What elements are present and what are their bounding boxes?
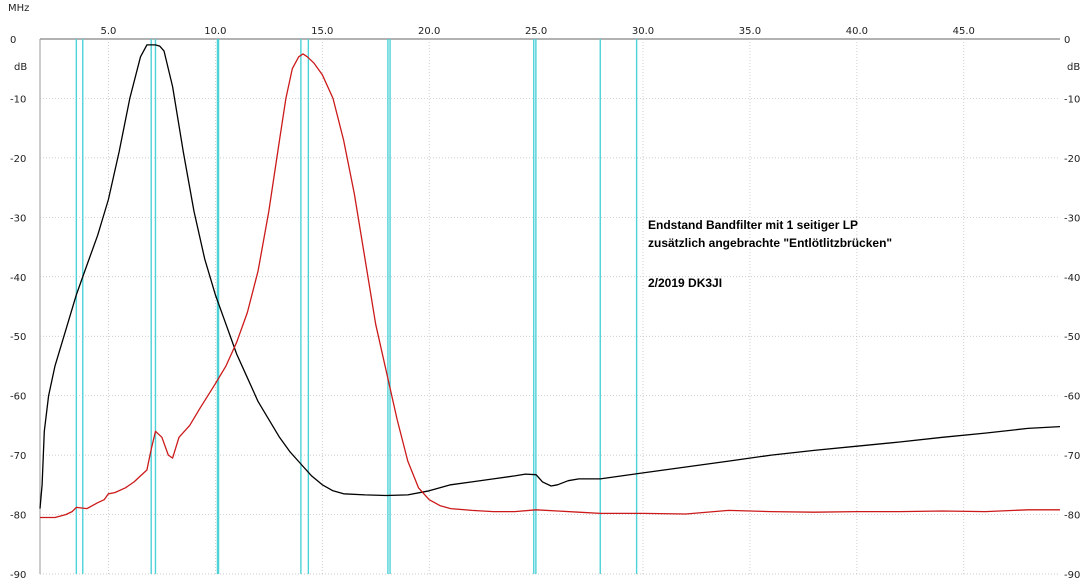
y-tick-label-right-1: -10 <box>1064 94 1080 105</box>
x-tick-label-7: 40.0 <box>846 26 868 37</box>
y-tick-label-right-7: -70 <box>1064 451 1080 462</box>
trace-series <box>39 44 1061 519</box>
x-tick-label-4: 25.0 <box>525 26 547 37</box>
x-tick-label-2: 15.0 <box>311 26 333 37</box>
y-tick-label-left-6: -60 <box>10 392 26 403</box>
annotation-line-3: 2/2019 DK3JI <box>648 276 722 290</box>
y-tick-label-right-5: -50 <box>1064 332 1080 343</box>
y-tick-label-right-8: -80 <box>1064 511 1080 522</box>
y-tick-label-right-4: -40 <box>1064 273 1080 284</box>
annotation: Endstand Bandfilter mit 1 seitiger LP zu… <box>648 218 892 290</box>
y-tick-label-left-5: -50 <box>10 332 26 343</box>
y-tick-label-right-2: -20 <box>1064 154 1080 165</box>
x-tick-label-8: 45.0 <box>953 26 975 37</box>
y-tick-label-left-9: -90 <box>10 570 26 581</box>
y-unit-label-left: dB <box>14 62 27 73</box>
x-unit-label: MHz <box>8 3 29 14</box>
y-tick-label-right-6: -60 <box>1064 392 1080 403</box>
y-unit-label-right: dB <box>1067 62 1080 73</box>
band-markers <box>75 39 638 574</box>
plot-frame <box>39 38 1060 574</box>
x-tick-label-1: 10.0 <box>204 26 226 37</box>
y-tick-label-right-9: -90 <box>1064 570 1080 581</box>
annotation-line-1: Endstand Bandfilter mit 1 seitiger LP <box>648 218 858 232</box>
grid-lines <box>40 39 1060 575</box>
x-tick-labels: 5.0 10.0 15.0 20.0 25.0 30.0 35.0 40.0 45.0 <box>100 26 974 37</box>
y-tick-label-left-1: -10 <box>10 94 26 105</box>
x-tick-label-5: 30.0 <box>632 26 654 37</box>
series-line-0 <box>39 44 1061 509</box>
y-tick-label-right-0: 0 <box>1064 35 1070 46</box>
y-tick-label-left-2: -20 <box>10 154 26 165</box>
y-tick-label-right-3: -30 <box>1064 213 1080 224</box>
y-tick-label-left-7: -70 <box>10 451 26 462</box>
y-tick-label-left-0: 0 <box>10 35 16 46</box>
annotation-line-2: zusätzlich angebrachte "Entlötlitzbrücke… <box>648 236 892 250</box>
x-tick-label-6: 35.0 <box>739 26 761 37</box>
y-tick-label-left-8: -80 <box>10 511 26 522</box>
x-tick-label-3: 20.0 <box>418 26 440 37</box>
series-line-1 <box>40 53 1060 519</box>
y-tick-labels: 0 0 -10 -10 -20 -20 -30 -30 -40 -40 -50 -50 -60 -60 -7… <box>10 35 1080 581</box>
y-tick-label-left-4: -40 <box>10 273 26 284</box>
y-tick-label-left-3: -30 <box>10 213 26 224</box>
x-tick-label-0: 5.0 <box>100 26 116 37</box>
